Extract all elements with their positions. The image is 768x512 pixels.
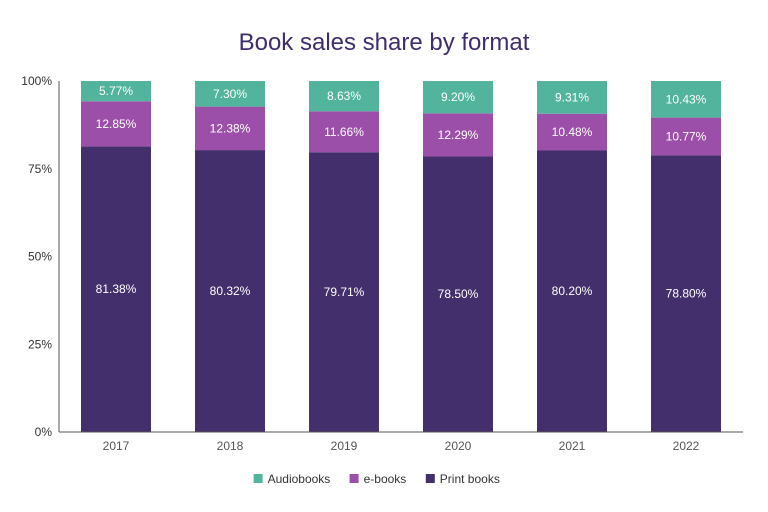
x-tick-label: 2020 [445,439,472,453]
data-label: 79.71% [324,285,365,299]
data-label: 80.32% [210,284,251,298]
bar-segment-print-books [81,146,151,432]
y-tick-label: 100% [21,74,52,88]
data-label: 12.85% [96,117,137,131]
data-label: 12.29% [438,128,479,142]
legend-label: Audiobooks [268,472,331,486]
data-label: 78.50% [438,287,479,301]
y-tick-label: 50% [28,250,52,264]
data-label: 5.77% [99,84,133,98]
bar-segment-audiobooks [81,81,151,102]
x-tick-label: 2017 [103,439,130,453]
data-label: 9.31% [555,90,589,104]
chart-title: Book sales share by format [239,29,530,56]
data-label: 10.48% [552,125,593,139]
legend-label: e-books [364,472,407,486]
data-label: 80.20% [552,284,593,298]
bar-segment-print-books [423,156,493,432]
x-axis: 2017 2018 2019 2020 2021 2022 [59,431,743,453]
x-tick-label: 2019 [331,439,358,453]
x-tick-label: 2018 [217,439,244,453]
bar-segment-audiobooks [423,81,493,114]
y-axis: 0% 25% 50% 75% 100% [21,74,60,439]
bar-segment-e-books [195,106,265,151]
bar-segment-e-books [423,113,493,157]
x-tick-label: 2021 [559,439,586,453]
data-label: 12.38% [210,121,251,135]
bar-segment-audiobooks [309,81,379,112]
bars: 81.38% 12.85% 5.77% 80.32% 12.38% 7.30% 79.71%… [81,81,721,433]
y-tick-label: 75% [28,162,52,176]
data-label: 8.63% [327,89,361,103]
bar-segment-e-books [651,117,721,156]
bar-segment-print-books [651,155,721,433]
y-tick-label: 0% [35,425,53,439]
legend-swatch [425,474,435,483]
bar-segment-audiobooks [195,81,265,107]
legend-label: Print books [440,472,500,486]
legend-swatch [253,474,263,483]
data-label: 11.66% [324,125,364,139]
bar-segment-e-books [309,111,379,153]
data-label: 10.43% [666,92,707,106]
data-label: 81.38% [96,282,137,296]
data-label: 78.80% [666,287,707,301]
bar-segment-audiobooks [651,81,721,118]
data-label: 7.30% [213,87,247,101]
bar-segment-e-books [81,101,151,147]
bar-segment-print-books [195,150,265,433]
y-tick-label: 25% [28,337,52,351]
bar-segment-print-books [537,150,607,433]
legend-swatch [349,474,359,483]
data-label: 9.20% [441,90,475,104]
legend: Audiobooks e-books Print books [253,472,500,486]
bar-segment-e-books [537,113,607,151]
data-label: 10.77% [666,130,707,144]
x-tick-label: 2022 [673,439,700,453]
bar-segment-audiobooks [537,81,607,114]
bar-segment-print-books [309,152,379,432]
